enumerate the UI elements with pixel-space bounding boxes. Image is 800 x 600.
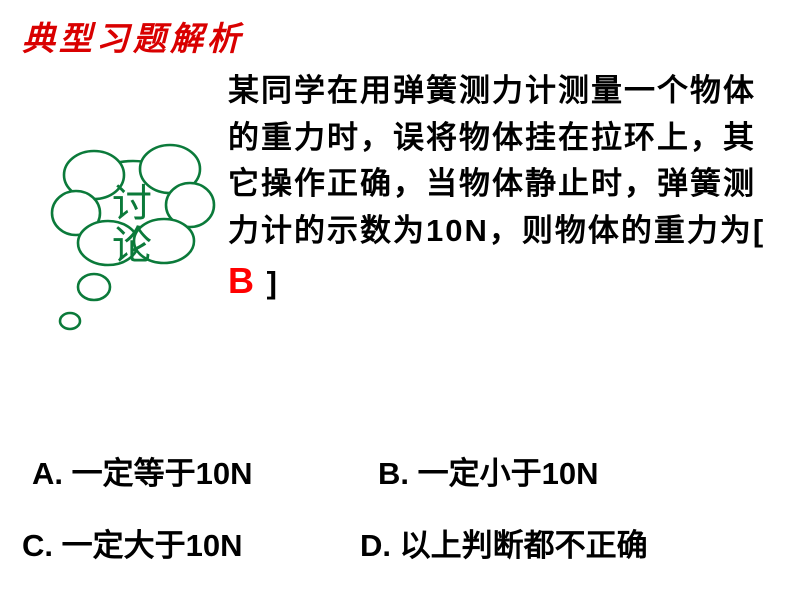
question-answer: B: [228, 260, 256, 301]
option-d-text: 以上判断都不正确: [391, 528, 648, 563]
option-c-text: 一定大于10N: [53, 528, 242, 563]
option-d: D. 以上判断都不正确: [360, 520, 648, 565]
discussion-label-text: 讨 论: [112, 183, 154, 267]
question-text: 某同学在用弹簧测力计测量一个物体的重力时，误将物体挂在拉环上，其它操作正确，当物…: [228, 73, 765, 248]
question-close: ]: [256, 265, 279, 300]
option-c: C. 一定大于10N: [22, 520, 242, 565]
option-b: B. 一定小于10N: [378, 448, 598, 493]
page-title-text: 典型习题解析: [22, 22, 244, 58]
question-body: 某同学在用弹簧测力计测量一个物体的重力时，误将物体挂在拉环上，其它操作正确，当物…: [228, 68, 780, 308]
discussion-bubble: 讨 论: [48, 105, 218, 345]
option-b-text: 一定小于10N: [409, 456, 598, 491]
option-a-text: 一定等于10N: [63, 456, 252, 491]
discussion-label: 讨 论: [48, 105, 218, 345]
option-a: A. 一定等于10N: [32, 448, 252, 493]
option-c-label: C.: [22, 528, 53, 563]
option-d-label: D.: [360, 528, 391, 563]
page-title: 典型习题解析: [22, 12, 244, 60]
option-a-label: A.: [32, 456, 63, 491]
option-b-label: B.: [378, 456, 409, 491]
